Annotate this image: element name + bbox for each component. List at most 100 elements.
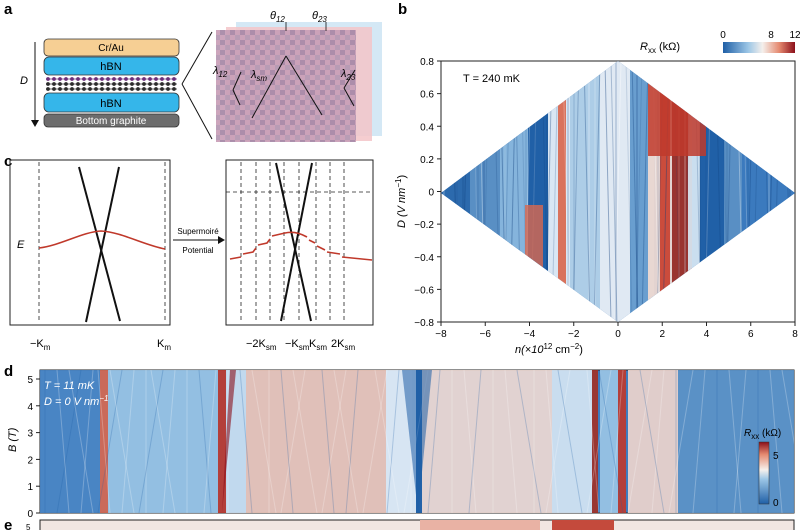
map-texture-line-d — [627, 370, 653, 513]
map-texture-line-d — [586, 370, 612, 513]
map-texture-line-d — [781, 370, 794, 445]
tick-plus-km: Km — [157, 338, 171, 352]
atom — [124, 77, 128, 81]
y-tick-label-b: −0.8 — [414, 318, 434, 329]
y-tick-label-d: 3 — [27, 429, 33, 440]
atom — [76, 82, 80, 86]
atom — [106, 82, 110, 86]
flat-band-left — [38, 230, 166, 250]
map-texture-line-d — [80, 370, 94, 513]
atom — [142, 82, 146, 86]
atom — [112, 77, 116, 81]
atom — [94, 87, 98, 91]
map-stripe-d — [218, 370, 226, 513]
moire-illustration — [216, 22, 382, 142]
map-texture-line-d — [321, 370, 347, 513]
map-texture-line-d — [769, 370, 783, 513]
atom — [136, 82, 140, 86]
x-tick-label-b: 2 — [659, 329, 665, 340]
map-stripe-d — [628, 370, 678, 513]
map-hotspot — [648, 61, 706, 156]
map-texture-line-d — [386, 370, 400, 513]
map-texture-line-d — [251, 370, 277, 513]
plot-b-axes: −8 −6 −4 −2 0 2 4 6 8 0.8 0.6 0.4 0.2 0 −0.2 −0.4 −0.6 −0… — [414, 57, 798, 340]
map-texture-line-d — [239, 370, 253, 513]
y-tick-label-d: 1 — [27, 482, 33, 493]
atom — [166, 77, 170, 81]
lambda-sm-label: λsm — [250, 69, 267, 83]
map-texture-line-d — [56, 370, 70, 513]
colorbar-b-tick-0: 0 — [720, 30, 726, 41]
atom — [154, 77, 158, 81]
atom — [52, 77, 56, 81]
map-texture-line — [625, 61, 633, 322]
map-stripe-d — [40, 370, 100, 513]
plot-e-strip-2 — [552, 520, 614, 530]
map-texture-line-d — [56, 370, 82, 513]
atom — [100, 82, 104, 86]
atom — [172, 82, 176, 86]
map-stripe-d — [108, 370, 218, 513]
map-texture-line-d — [121, 370, 135, 513]
band-box-left — [9, 159, 171, 326]
map-stripe-d — [600, 370, 618, 513]
map-stripe-d — [100, 370, 108, 513]
map-texture-line — [593, 61, 601, 322]
lambda23-label: λ23 — [340, 68, 356, 82]
plot-e-frame — [39, 519, 795, 530]
map-stripe — [660, 61, 670, 322]
map-stripe — [558, 61, 566, 322]
atom — [82, 87, 86, 91]
atom — [148, 82, 152, 86]
atom — [46, 87, 50, 91]
panel-label-a: a — [4, 1, 13, 18]
colorbar-b-label: Rxx (kΩ) — [640, 41, 680, 55]
atom — [70, 87, 74, 91]
atom — [172, 87, 176, 91]
map-texture-line — [635, 61, 643, 322]
y-tick-label-b: 0 — [428, 188, 434, 199]
atom — [130, 77, 134, 81]
map-texture-line-d — [198, 370, 212, 513]
map-texture-line-d — [321, 370, 335, 513]
map-texture-line — [631, 61, 639, 322]
map-texture-line-d — [545, 370, 571, 513]
y-tick-label-b: −0.4 — [414, 253, 434, 264]
atom — [100, 87, 104, 91]
atom — [130, 87, 134, 91]
atom — [106, 77, 110, 81]
map-texture-line-d — [516, 370, 542, 513]
y-tick-label-b: −0.2 — [414, 220, 434, 231]
panel-label-c: c — [4, 153, 12, 170]
temperature-d: T = 11 mK — [44, 380, 95, 392]
map-texture-line-d — [97, 370, 123, 513]
atom — [58, 77, 62, 81]
map-texture-line-d — [586, 370, 600, 513]
map-texture-line-d — [292, 370, 318, 513]
atom — [70, 82, 74, 86]
y-tick-label-b: 0.8 — [420, 57, 434, 68]
atom — [160, 82, 164, 86]
dirac-cone-right-1 — [275, 162, 312, 322]
graphene-layers — [46, 77, 177, 91]
y-tick-label-d: 0 — [27, 509, 33, 520]
map-texture-line-d — [692, 370, 706, 513]
y-tick-label-b: 0.2 — [420, 155, 434, 166]
map-texture-line — [604, 61, 612, 322]
map-texture-line-d — [427, 370, 441, 513]
map-texture-line — [641, 61, 649, 322]
map-stripe — [470, 61, 500, 322]
atom — [64, 77, 68, 81]
map-stripe — [600, 61, 630, 322]
atom — [166, 82, 170, 86]
y-axis-b-label: D (V nm−1) — [394, 175, 408, 228]
map-stripe-d — [422, 370, 552, 513]
map-texture-line-d — [109, 370, 135, 513]
map-texture-line-d — [138, 370, 164, 513]
atom — [94, 82, 98, 86]
atom — [64, 82, 68, 86]
map-texture-line-d — [345, 370, 359, 513]
atom — [130, 82, 134, 86]
atom — [148, 87, 152, 91]
